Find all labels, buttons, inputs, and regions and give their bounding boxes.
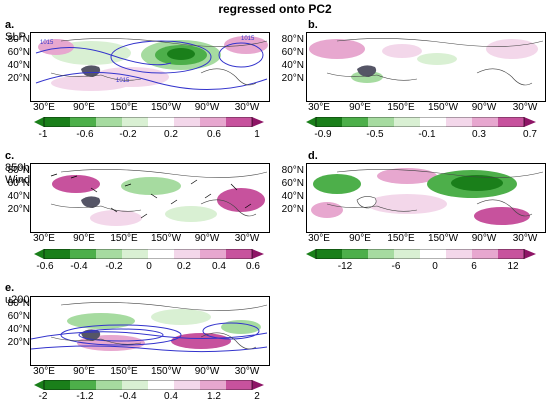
lat-label: 80°N xyxy=(7,298,30,309)
colorbar-tick: 0.4 xyxy=(164,391,178,402)
lon-label: 150°E xyxy=(387,102,415,113)
lon-label: 30°E xyxy=(33,102,55,113)
lat-label: 80°N xyxy=(281,165,304,176)
lat-label: 20°N xyxy=(7,73,30,84)
contour-label: 1015 xyxy=(40,40,54,46)
colorbar-tick: -0.5 xyxy=(366,129,384,140)
colorbar-tick: -6 xyxy=(391,261,401,272)
map-wind xyxy=(30,163,270,233)
lon-label: 30°W xyxy=(234,366,260,377)
lon-label: 90°W xyxy=(471,233,497,244)
colorbar-tick: -0.4 xyxy=(119,391,137,402)
colorbar-tick: -2 xyxy=(38,391,48,402)
colorbar-tick: -0.4 xyxy=(70,261,88,272)
lat-label: 80°N xyxy=(281,34,304,45)
lon-label: 150°E xyxy=(110,102,138,113)
lon-label: 150°E xyxy=(387,233,415,244)
colorbar-tick: 0.2 xyxy=(177,261,191,272)
lat-label: 40°N xyxy=(281,191,304,202)
colorbar-t2m xyxy=(306,117,536,127)
lat-label: 60°N xyxy=(7,47,30,58)
map-u200 xyxy=(30,296,270,366)
lon-label: 90°E xyxy=(349,102,371,113)
colorbar-tick: 0.2 xyxy=(164,129,178,140)
lat-label: 20°N xyxy=(7,204,30,215)
lon-label: 90°E xyxy=(73,366,95,377)
lon-label: 30°W xyxy=(512,102,538,113)
lon-label: 90°W xyxy=(194,102,220,113)
lon-label: 90°W xyxy=(194,233,220,244)
lat-label: 20°N xyxy=(7,337,30,348)
colorbar-tick: 0.6 xyxy=(246,261,260,272)
lon-label: 30°W xyxy=(512,233,538,244)
lon-label: 30°W xyxy=(234,102,260,113)
lon-label: 30°E xyxy=(308,233,330,244)
colorbar-tick: -0.2 xyxy=(105,261,123,272)
map-t2m xyxy=(306,32,546,102)
colorbar-wind xyxy=(34,249,264,259)
lon-label: 30°E xyxy=(33,366,55,377)
contour-label: 1015 xyxy=(241,36,255,42)
lon-label: 150°E xyxy=(110,366,138,377)
colorbar-tick: 2 xyxy=(254,391,260,402)
lon-label: 150°W xyxy=(150,233,182,244)
colorbar-tick: -1.2 xyxy=(76,391,94,402)
contour-label: 1015 xyxy=(116,78,130,84)
colorbar-tick: -0.6 xyxy=(36,261,54,272)
colorbar-slp xyxy=(34,117,264,127)
colorbar-tick: 0.3 xyxy=(472,129,486,140)
colorbar-tick: 12 xyxy=(507,261,519,272)
colorbar-tick: 0 xyxy=(146,261,152,272)
colorbar-tick: 0.7 xyxy=(523,129,537,140)
lon-label: 150°W xyxy=(150,366,182,377)
lon-label: 150°W xyxy=(427,102,459,113)
map-z500 xyxy=(306,163,546,233)
panel-e-label: e. u200 xyxy=(5,282,30,306)
figure-title: regressed onto PC2 xyxy=(218,2,332,16)
colorbar-tick: -1 xyxy=(38,129,48,140)
lat-label: 40°N xyxy=(7,191,30,202)
lon-label: 90°E xyxy=(73,102,95,113)
colorbar-tick: 0.6 xyxy=(207,129,221,140)
lon-label: 90°E xyxy=(73,233,95,244)
lat-label: 60°N xyxy=(281,47,304,58)
lon-label: 150°E xyxy=(110,233,138,244)
lon-label: 150°W xyxy=(150,102,182,113)
panel-a-label: a. SLP xyxy=(5,19,26,43)
lon-label: 90°E xyxy=(349,233,371,244)
lon-label: 30°E xyxy=(33,233,55,244)
colorbar-tick: 0 xyxy=(432,261,438,272)
lat-label: 60°N xyxy=(7,311,30,322)
lat-label: 20°N xyxy=(281,73,304,84)
colorbar-u200 xyxy=(34,380,264,390)
lat-label: 20°N xyxy=(281,204,304,215)
lat-label: 40°N xyxy=(7,324,30,335)
colorbar-tick: 0.4 xyxy=(212,261,226,272)
lat-label: 60°N xyxy=(281,178,304,189)
colorbar-tick: -12 xyxy=(337,261,353,272)
colorbar-z500 xyxy=(306,249,536,259)
map-slp xyxy=(30,32,270,102)
lat-label: 80°N xyxy=(7,165,30,176)
colorbar-tick: -0.9 xyxy=(314,129,332,140)
colorbar-tick: -0.1 xyxy=(418,129,436,140)
lon-label: 90°W xyxy=(194,366,220,377)
colorbar-tick: -0.6 xyxy=(76,129,94,140)
lon-label: 30°E xyxy=(308,102,330,113)
colorbar-tick: 6 xyxy=(471,261,477,272)
lon-label: 150°W xyxy=(427,233,459,244)
lon-label: 30°W xyxy=(234,233,260,244)
colorbar-tick: -0.2 xyxy=(119,129,137,140)
colorbar-tick: 1.2 xyxy=(207,391,221,402)
lat-label: 40°N xyxy=(7,60,30,71)
lat-label: 60°N xyxy=(7,178,30,189)
lat-label: 40°N xyxy=(281,60,304,71)
colorbar-tick: 1 xyxy=(254,129,260,140)
lon-label: 90°W xyxy=(471,102,497,113)
lat-label: 80°N xyxy=(7,34,30,45)
